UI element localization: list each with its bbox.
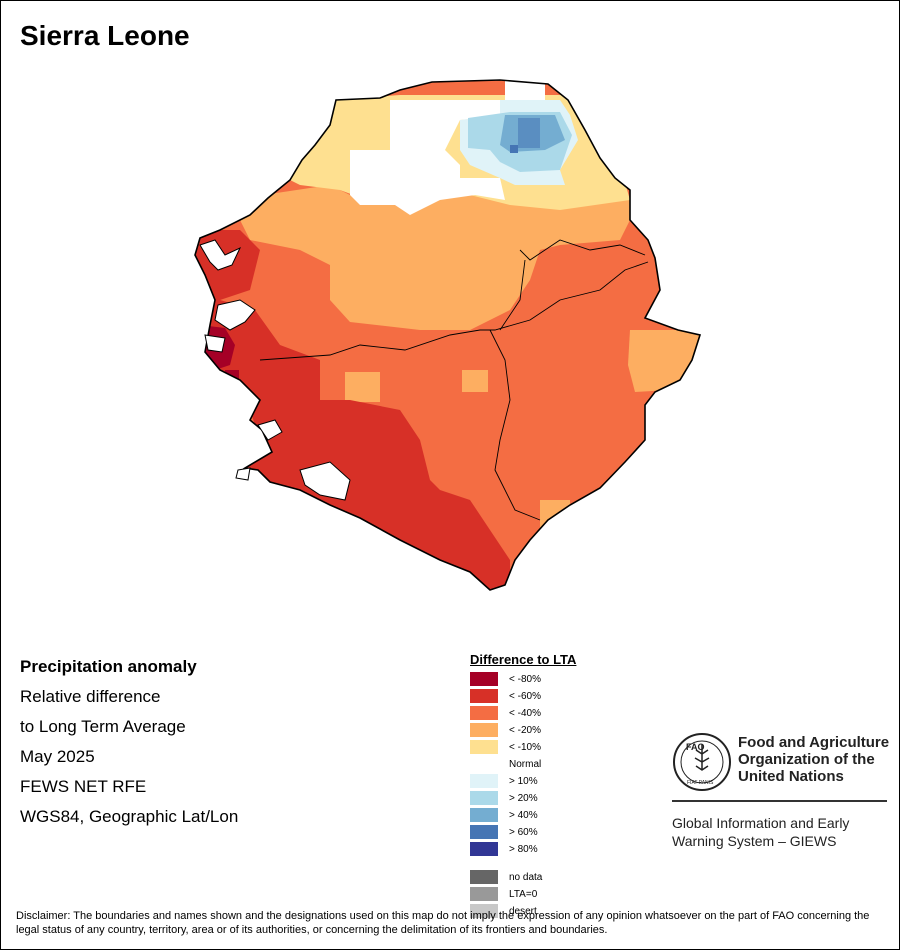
legend-title: Difference to LTA <box>470 652 577 667</box>
legend-swatch <box>470 723 498 737</box>
legend-swatch <box>470 842 498 856</box>
anomaly-patch-normal <box>505 80 545 100</box>
legend-item: Normal <box>470 757 541 771</box>
legend-item: < -10% <box>470 740 541 754</box>
info-line-1: Relative difference <box>20 687 161 706</box>
anomaly-zone-minus60 <box>195 230 510 590</box>
legend-label: > 80% <box>509 843 538 855</box>
legend-item: > 20% <box>470 791 538 805</box>
legend-item: > 40% <box>470 808 538 822</box>
legend-swatch <box>470 774 498 788</box>
legend-item: > 60% <box>470 825 538 839</box>
giews-line-2: Warning System – GIEWS <box>672 833 837 849</box>
legend-item: < -80% <box>470 672 541 686</box>
legend-swatch <box>470 904 498 918</box>
legend-label: < -60% <box>509 690 541 702</box>
legend-label: LTA=0 <box>509 888 538 900</box>
coastal-estuary-north <box>199 239 242 271</box>
coastal-island <box>235 467 251 481</box>
legend-label: < -40% <box>509 707 541 719</box>
legend-item: < -40% <box>470 706 541 720</box>
anomaly-patch-plus60 <box>510 145 518 153</box>
legend: Difference to LTA < -80% < -60% < -40% < -2… <box>470 652 577 918</box>
legend-label: > 10% <box>509 775 538 787</box>
legend-swatch <box>470 672 498 686</box>
legend-swatch <box>470 825 498 839</box>
province-boundary-center <box>499 259 526 331</box>
legend-swatch <box>470 870 498 884</box>
legend-label: > 60% <box>509 826 538 838</box>
fao-name-line-1: Food and Agriculture <box>738 734 890 751</box>
legend-item: desert <box>470 904 537 918</box>
legend-item: < -20% <box>470 723 541 737</box>
anomaly-zone-plus60 <box>518 118 540 148</box>
fao-logo: FAO FIAT PANIS <box>673 733 731 791</box>
legend-item: no data <box>470 870 542 884</box>
legend-item: LTA=0 <box>470 887 537 901</box>
disclaimer: Disclaimer: The boundaries and names sho… <box>16 910 870 936</box>
fao-logo-text: FAO <box>686 742 705 752</box>
legend-label: < -80% <box>509 673 541 685</box>
fao-name: Food and Agriculture Organization of the… <box>738 734 898 785</box>
giews-label: Global Information and Early Warning Sys… <box>672 814 887 850</box>
fao-name-line-3: United Nations <box>738 768 844 785</box>
info-source: FEWS NET RFE <box>20 777 147 796</box>
legend-item: > 80% <box>470 842 538 856</box>
legend-item: > 10% <box>470 774 538 788</box>
legend-swatch <box>470 808 498 822</box>
giews-line-1: Global Information and Early <box>672 815 850 831</box>
legend-label: < -20% <box>509 724 541 736</box>
legend-swatch <box>470 689 498 703</box>
legend-swatch <box>470 791 498 805</box>
legend-label: Normal <box>509 758 542 770</box>
anomaly-patch-minus20 <box>462 370 488 392</box>
coastal-bay <box>204 334 226 353</box>
info-projection: WGS84, Geographic Lat/Lon <box>20 807 239 826</box>
legend-swatch <box>470 757 498 771</box>
province-boundary-east <box>489 329 541 521</box>
map-info: Precipitation anomaly Relative differenc… <box>20 656 238 836</box>
province-boundary-northeast <box>519 239 646 261</box>
map-title: Sierra Leone <box>20 20 190 51</box>
legend-label: > 20% <box>509 792 538 804</box>
fao-name-line-2: Organization of the <box>738 751 875 768</box>
precipitation-anomaly-map <box>194 79 702 591</box>
info-heading: Precipitation anomaly <box>20 657 197 676</box>
coastal-inlet <box>257 419 283 441</box>
legend-swatch <box>470 706 498 720</box>
legend-label: no data <box>509 871 543 883</box>
anomaly-patch-minus20-b <box>345 372 380 402</box>
anomaly-zone-normal <box>350 100 520 215</box>
info-line-2: to Long Term Average <box>20 717 186 736</box>
fao-logo-motto: FIAT PANIS <box>687 780 714 786</box>
legend-label: < -10% <box>509 741 541 753</box>
legend-swatch <box>470 740 498 754</box>
country-border <box>194 79 702 591</box>
legend-item: < -60% <box>470 689 541 703</box>
coastal-estuary-south <box>299 461 351 501</box>
legend-swatch <box>470 887 498 901</box>
coastal-estuary-freetown <box>214 299 256 331</box>
info-date: May 2025 <box>20 747 95 766</box>
fao-divider <box>672 800 887 802</box>
anomaly-zone-minus20 <box>230 185 640 330</box>
legend-label: > 40% <box>509 809 538 821</box>
anomaly-zone-minus20-east <box>628 330 700 392</box>
province-boundary-north <box>259 261 649 361</box>
legend-label: desert <box>509 905 537 917</box>
